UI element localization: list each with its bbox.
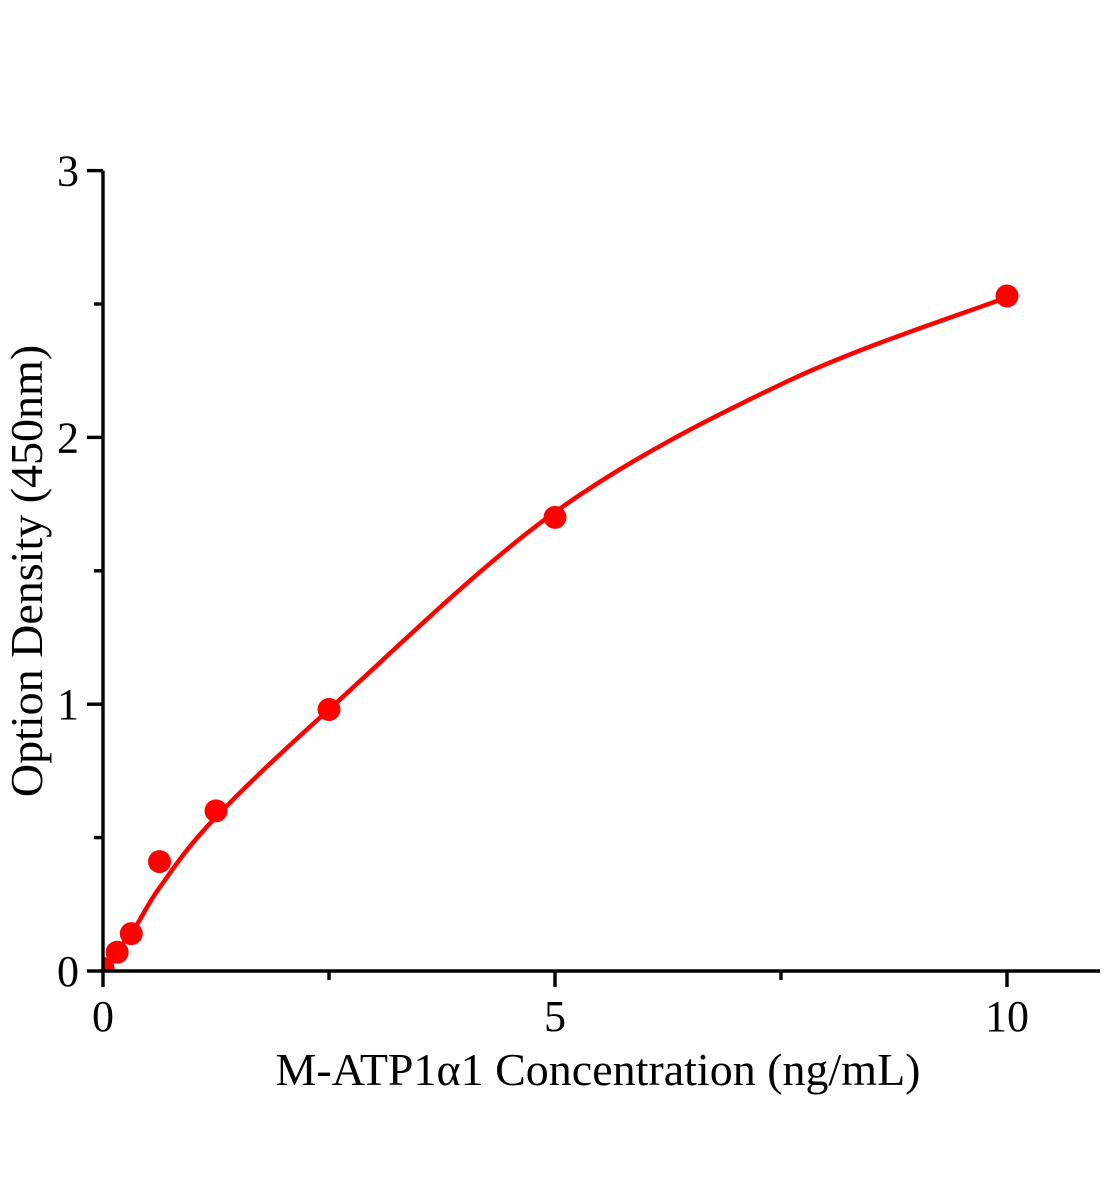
data-point	[317, 698, 341, 721]
x-tick-labels: 0 5 10	[92, 992, 1029, 1041]
y-tick-labels: 0 1 2 3	[57, 147, 79, 996]
data-point	[148, 850, 171, 874]
data-point	[105, 940, 129, 964]
data-point	[103, 956, 115, 971]
data-points-layer	[103, 284, 1019, 971]
y-tick-label: 2	[57, 413, 79, 462]
axes-layer	[87, 168, 1100, 987]
fitted-curve-path	[103, 295, 1010, 968]
x-tick-label: 5	[544, 992, 566, 1041]
data-point	[995, 284, 1019, 308]
y-tick-label: 3	[57, 147, 79, 196]
data-point	[204, 799, 228, 823]
data-point	[119, 922, 143, 946]
data-point	[543, 505, 567, 529]
x-tick-label: 0	[92, 992, 114, 1041]
x-tick-label: 10	[985, 992, 1029, 1041]
fitted-curve-layer	[103, 295, 1010, 968]
y-tick-label: 1	[57, 680, 79, 729]
y-axis-title: Option Density (450nm)	[1, 345, 52, 797]
y-tick-label: 0	[57, 947, 79, 996]
x-axis-title: M-ATP1α1 Concentration (ng/mL)	[275, 1044, 920, 1095]
